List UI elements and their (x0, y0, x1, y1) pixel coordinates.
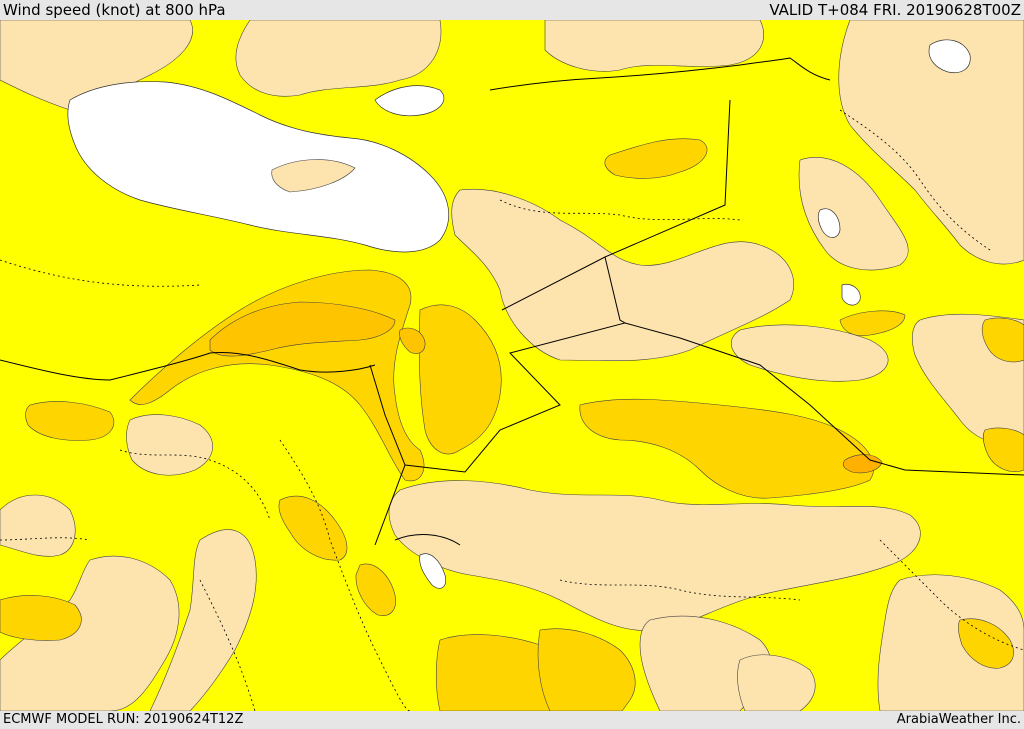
province-borders (0, 109, 1024, 711)
sea-areas (67, 39, 971, 589)
cyprus-island (271, 159, 356, 193)
credit-label: ArabiaWeather Inc. (896, 712, 1021, 727)
band-deep-areas (842, 454, 883, 474)
footer-bar: ECMWF MODEL RUN: 20190624T12Z ArabiaWeat… (0, 711, 1024, 729)
wind-speed-map (0, 20, 1024, 711)
model-run: ECMWF MODEL RUN: 20190624T12Z (3, 712, 244, 727)
band-orange-areas (209, 301, 426, 357)
header-bar: Wind speed (knot) at 800 hPa VALID T+084… (0, 0, 1024, 20)
valid-time: VALID T+084 FRI. 20190628T00Z (769, 1, 1021, 19)
map-title: Wind speed (knot) at 800 hPa (3, 1, 226, 19)
country-borders (0, 57, 1024, 546)
map-canvas (0, 20, 1024, 711)
